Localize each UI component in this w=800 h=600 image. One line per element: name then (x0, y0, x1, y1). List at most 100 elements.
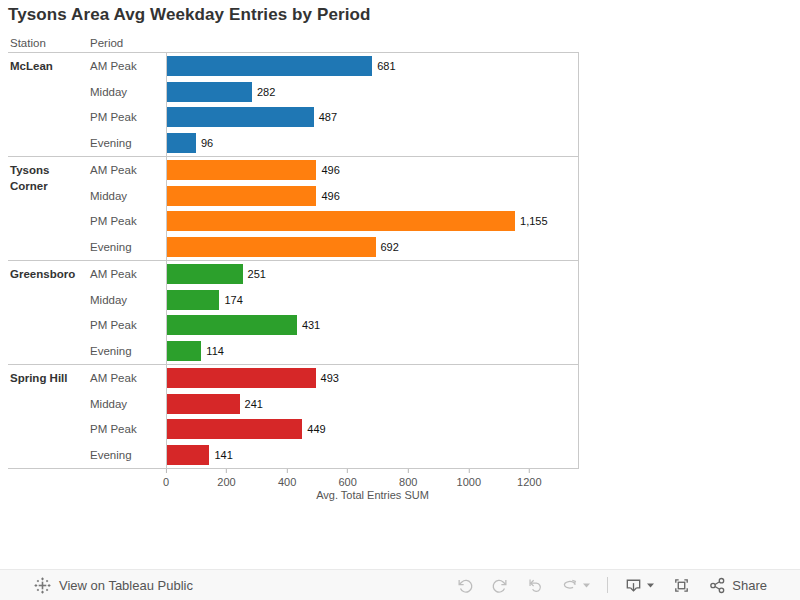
bar-value-label: 493 (321, 372, 339, 384)
period-label: AM Peak (88, 372, 166, 384)
bar[interactable] (167, 186, 316, 206)
period-label: PM Peak (88, 319, 166, 331)
undo-button[interactable] (451, 573, 479, 597)
redo-button[interactable] (486, 573, 514, 597)
refresh-icon (561, 576, 579, 594)
view-on-tableau-public-link[interactable]: View on Tableau Public (34, 577, 193, 594)
bar-value-label: 141 (214, 449, 232, 461)
bar[interactable] (167, 160, 316, 180)
plot-cell: 96 (166, 130, 579, 156)
bar-value-label: 251 (248, 268, 266, 280)
plot-cell: 241 (166, 391, 579, 417)
bar-row: Evening 141 (88, 442, 579, 468)
bar-row: PM Peak1,155 (88, 209, 579, 235)
x-axis-tick: 200 (217, 469, 235, 488)
undo-icon (456, 576, 474, 594)
bar-row: Midday496 (88, 183, 579, 209)
bar-value-label: 114 (206, 345, 224, 357)
bar-value-label: 496 (321, 164, 339, 176)
chart-title: Tysons Area Avg Weekday Entries by Perio… (8, 5, 371, 25)
bar-chart: McLeanAM Peak681Midday282PM Peak487Eveni… (8, 52, 579, 469)
station-group: McLeanAM Peak681Midday282PM Peak487Eveni… (8, 53, 579, 157)
redo-icon (491, 576, 509, 594)
refresh-button[interactable] (556, 573, 596, 597)
fullscreen-button[interactable] (667, 573, 696, 598)
plot-cell: 493 (166, 365, 579, 391)
tick-label: 400 (278, 476, 296, 488)
bar-value-label: 174 (224, 294, 242, 306)
bar-row: AM Peak 496 (88, 157, 579, 183)
bar[interactable] (167, 445, 209, 465)
bar-row: Midday 174 (88, 287, 579, 313)
toolbar-buttons: Share (451, 573, 772, 598)
period-label: AM Peak (88, 268, 166, 280)
bar-row: Midday282 (88, 79, 579, 105)
tick-mark (529, 469, 530, 473)
x-axis-tick: 800 (399, 469, 417, 488)
x-axis-tick: 1200 (517, 469, 541, 488)
bar[interactable] (167, 264, 243, 284)
bar-value-label: 431 (302, 319, 320, 331)
tick-label: 1000 (457, 476, 481, 488)
station-group: Tysons CornerAM Peak496Midday496PM Peak1… (8, 157, 579, 261)
tick-mark (468, 469, 469, 473)
bar-value-label: 1,155 (520, 215, 548, 227)
plot-cell: 114 (166, 338, 579, 364)
tick-label: 1200 (517, 476, 541, 488)
bar-value-label: 449 (307, 423, 325, 435)
tableau-toolbar: View on Tableau Public (0, 569, 800, 600)
x-axis-tick: 0 (163, 469, 169, 488)
bar[interactable] (167, 341, 201, 361)
bar[interactable] (167, 237, 376, 257)
period-label: Evening (88, 449, 166, 461)
period-label: Midday (88, 294, 166, 306)
plot-cell: 496 (166, 157, 579, 183)
bar[interactable] (167, 107, 314, 127)
bar[interactable] (167, 133, 196, 153)
bar[interactable] (167, 211, 515, 231)
share-label: Share (732, 578, 767, 593)
tableau-logo-icon (34, 577, 51, 594)
download-icon (624, 576, 643, 595)
download-button[interactable] (619, 573, 660, 598)
bar[interactable] (167, 394, 240, 414)
bar[interactable] (167, 290, 219, 310)
bar-row: Midday241 (88, 391, 579, 417)
station-label: Tysons Corner (8, 157, 88, 260)
x-axis-tick: 600 (338, 469, 356, 488)
view-on-tableau-public-label: View on Tableau Public (59, 578, 193, 593)
plot-cell: 496 (166, 183, 579, 209)
period-label: AM Peak (88, 164, 166, 176)
plot-cell: 449 (166, 417, 579, 443)
bar[interactable] (167, 419, 302, 439)
tick-label: 600 (338, 476, 356, 488)
period-label: PM Peak (88, 111, 166, 123)
share-icon (708, 576, 727, 595)
plot-cell: 681 (166, 53, 579, 79)
bar-row: Evening 114 (88, 338, 579, 364)
tick-label: 200 (217, 476, 235, 488)
station-group: Spring HillAM Peak493Midday241PM Peak449… (8, 365, 579, 469)
tick-mark (226, 469, 227, 473)
bar[interactable] (167, 56, 372, 76)
plot-cell: 282 (166, 79, 579, 105)
period-label: Evening (88, 345, 166, 357)
plot-cell: 487 (166, 105, 579, 131)
caret-down-icon (646, 578, 655, 592)
bar[interactable] (167, 368, 316, 388)
x-axis-tick: 1000 (457, 469, 481, 488)
plot-cell: 174 (166, 287, 579, 313)
share-button[interactable]: Share (703, 573, 772, 598)
bar-row: Evening692 (88, 234, 579, 260)
station-label: Greensboro (8, 261, 88, 364)
plot-cell: 1,155 (166, 209, 579, 235)
bar[interactable] (167, 82, 252, 102)
replay-button[interactable] (521, 573, 549, 597)
bar-row: PM Peak487 (88, 105, 579, 131)
station-group: GreensboroAM Peak 251 Midday 174 PM Peak 431 E… (8, 261, 579, 365)
bar[interactable] (167, 315, 297, 335)
tick-mark (166, 469, 167, 473)
replay-icon (526, 576, 544, 594)
x-axis-title: Avg. Total Entries SUM (166, 489, 579, 501)
tick-label: 0 (163, 476, 169, 488)
